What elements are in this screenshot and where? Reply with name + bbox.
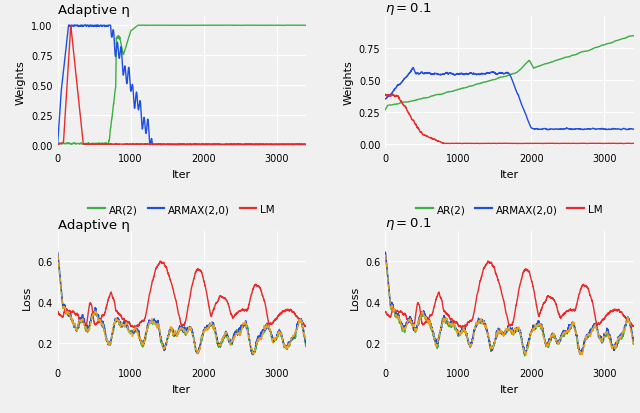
X-axis label: Iter: Iter <box>172 169 191 179</box>
Y-axis label: Weights: Weights <box>15 60 26 105</box>
Y-axis label: Weights: Weights <box>343 60 353 105</box>
X-axis label: Iter: Iter <box>500 384 519 394</box>
Y-axis label: Loss: Loss <box>349 285 360 309</box>
Text: Adaptive η: Adaptive η <box>58 4 129 17</box>
Text: $\eta = 0.1$: $\eta = 0.1$ <box>385 215 432 231</box>
X-axis label: Iter: Iter <box>172 384 191 394</box>
Legend: AR(2), ARMAX(2,0), LM: AR(2), ARMAX(2,0), LM <box>84 200 279 219</box>
Text: Adaptive η: Adaptive η <box>58 218 129 231</box>
Legend: AR(2), ARMAX(2,0), LM: AR(2), ARMAX(2,0), LM <box>412 200 607 219</box>
X-axis label: Iter: Iter <box>500 169 519 179</box>
Y-axis label: Loss: Loss <box>22 285 32 309</box>
Text: $\eta = 0.1$: $\eta = 0.1$ <box>385 0 432 17</box>
